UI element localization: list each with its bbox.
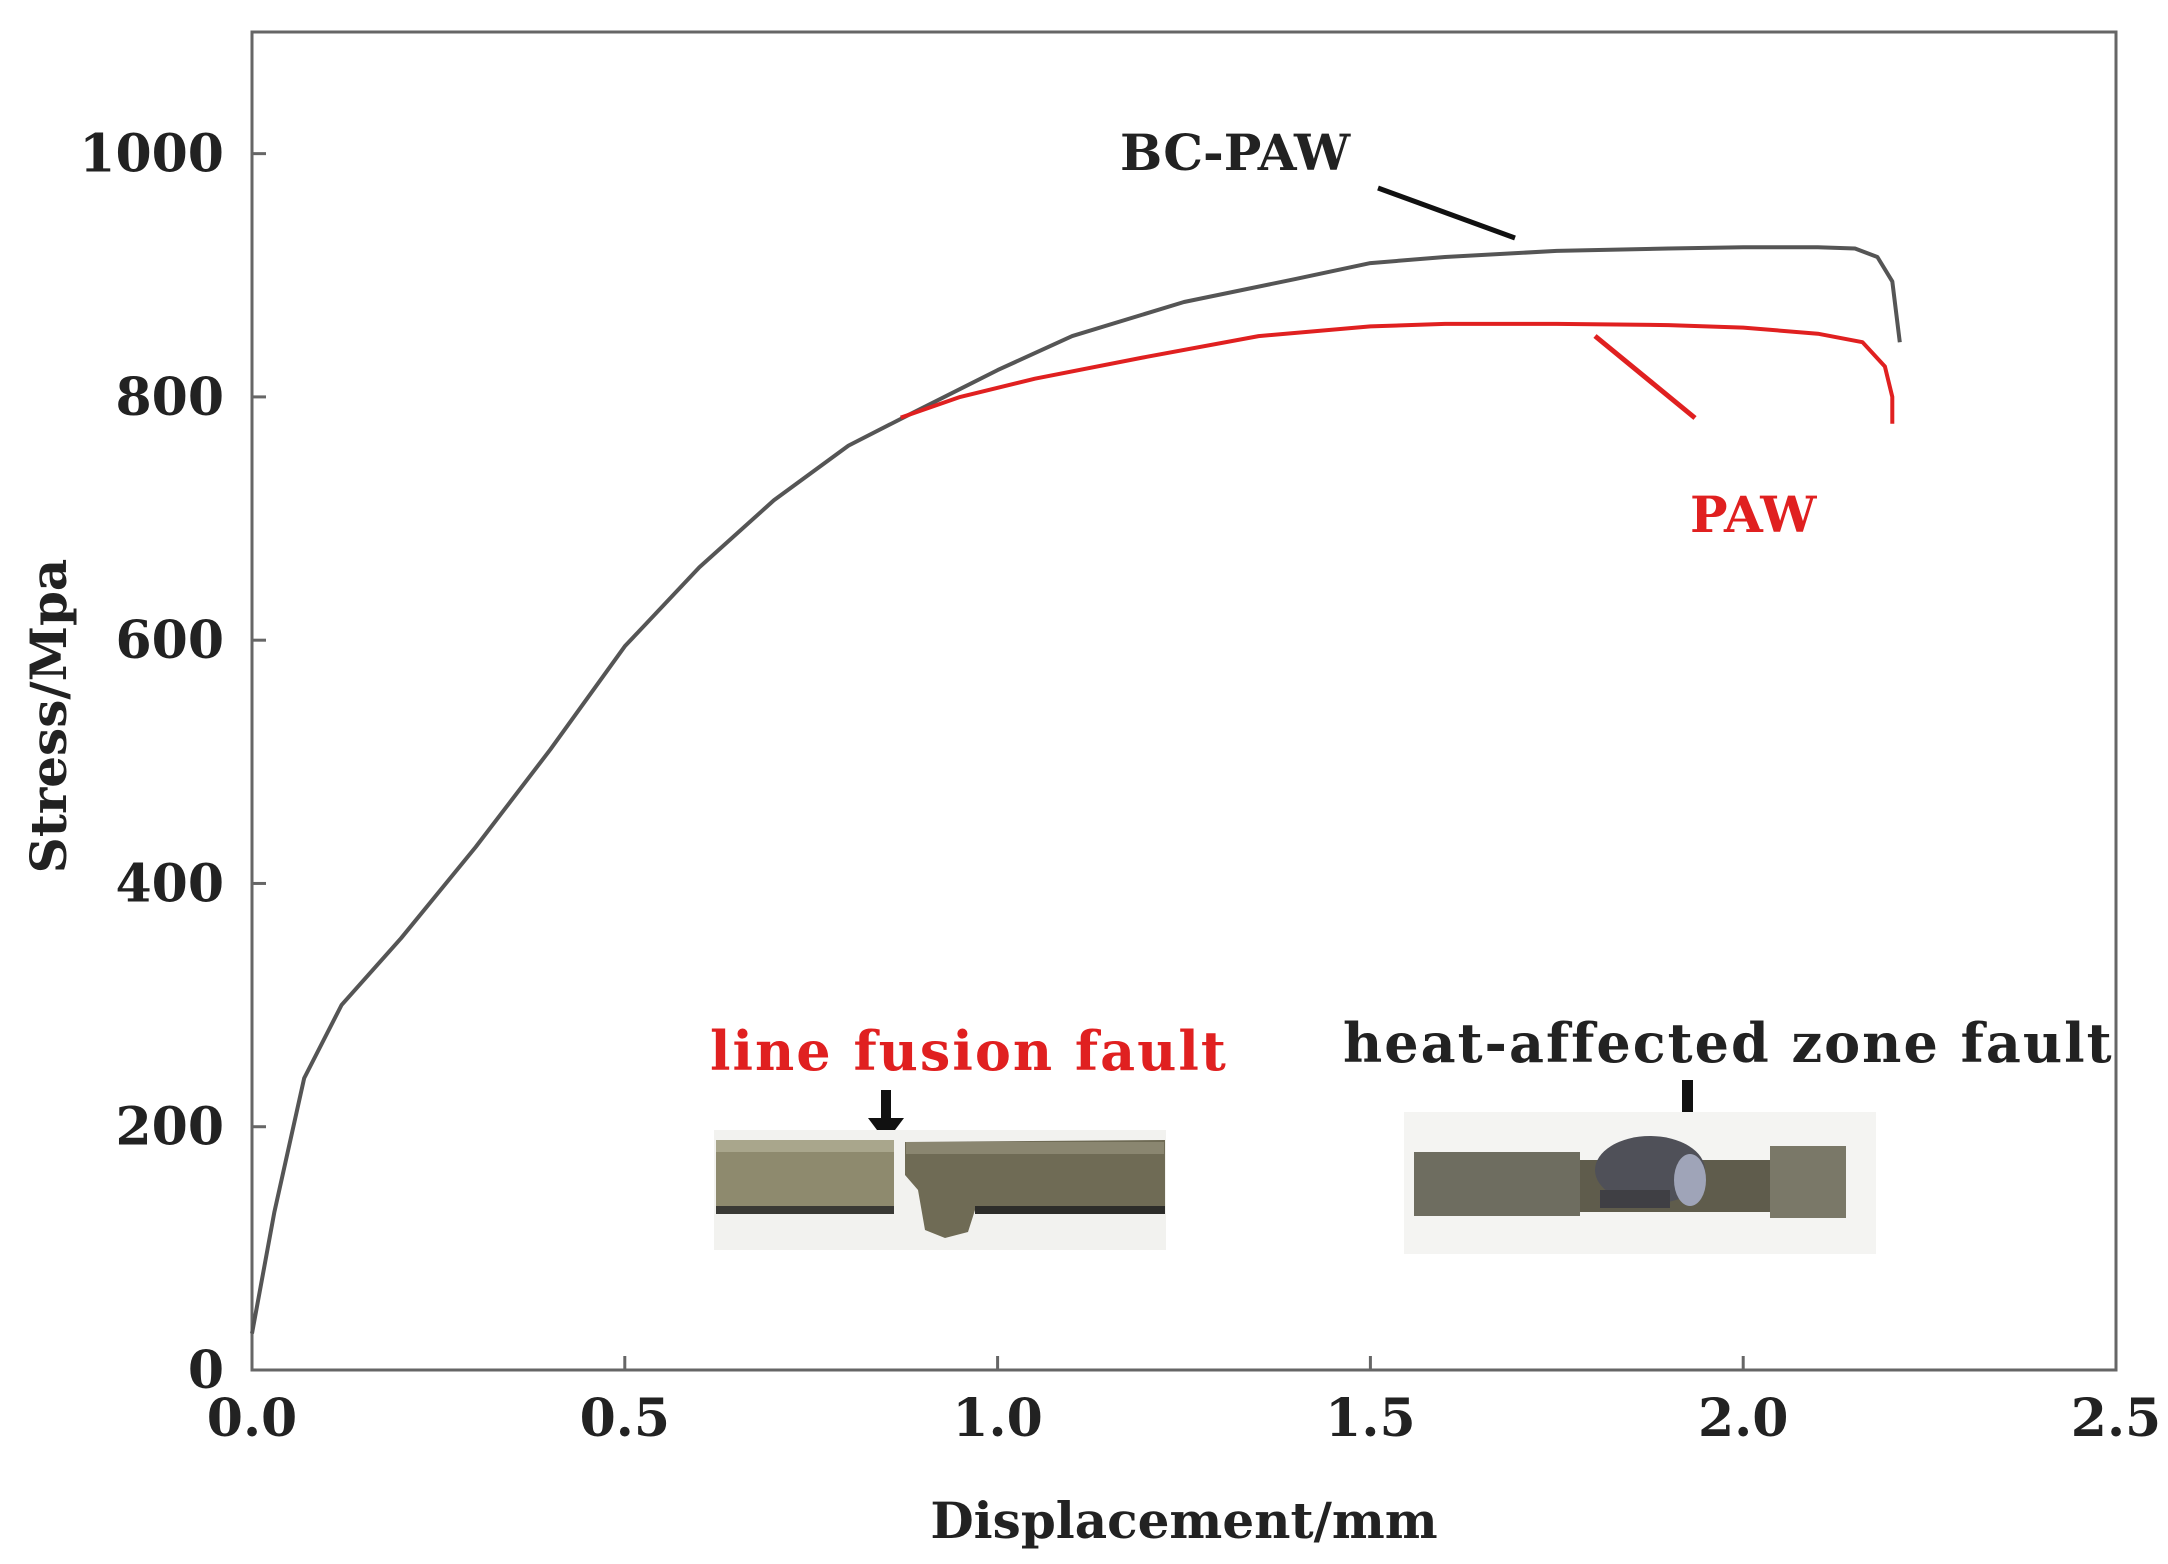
line-fusion-fault-title: line fusion fault <box>710 1019 1228 1083</box>
series-line-bc-paw <box>250 245 1902 1334</box>
heat-affected-zone-fault-inset: heat-affected zone fault <box>1343 1011 2114 1254</box>
heat-affected-zone-fault-title: heat-affected zone fault <box>1343 1011 2114 1075</box>
bc-paw-label: BC-PAW <box>1120 123 1351 182</box>
x-axis-title: Displacement/mm <box>930 1491 1437 1550</box>
paw-leader-line <box>1593 334 1697 420</box>
x-tick-label: 2.0 <box>1698 1388 1788 1449</box>
y-axis-ticks: 0 200 400 600 800 1000 <box>79 124 266 1401</box>
x-tick-label: 1.0 <box>952 1388 1042 1449</box>
x-axis-ticks: 0.0 0.5 1.0 1.5 2.0 2.5 <box>207 1356 2161 1449</box>
series-layer <box>250 245 1902 1334</box>
x-tick-label: 0.5 <box>580 1388 670 1449</box>
y-tick-label: 200 <box>115 1097 224 1158</box>
plot-frame <box>250 30 2118 1372</box>
y-axis-title: Stress/Mpa <box>19 559 78 874</box>
y-tick-label: 1000 <box>79 124 224 185</box>
y-tick-label: 600 <box>115 610 224 671</box>
y-tick-label: 400 <box>115 853 224 914</box>
series-line-paw <box>900 321 1895 424</box>
y-tick-label: 800 <box>115 367 224 428</box>
x-tick-label: 2.5 <box>2071 1388 2161 1449</box>
fracture-specimen-photo <box>714 1130 1166 1250</box>
heat-affected-specimen-photo <box>1404 1112 1876 1254</box>
paw-label: PAW <box>1690 485 1817 544</box>
x-tick-label: 0.0 <box>207 1388 297 1449</box>
x-tick-label: 1.5 <box>1325 1388 1415 1449</box>
y-tick-label: 0 <box>188 1340 224 1401</box>
line-fusion-fault-inset: line fusion fault <box>710 1019 1228 1250</box>
bc-paw-leader-line <box>1377 185 1516 241</box>
